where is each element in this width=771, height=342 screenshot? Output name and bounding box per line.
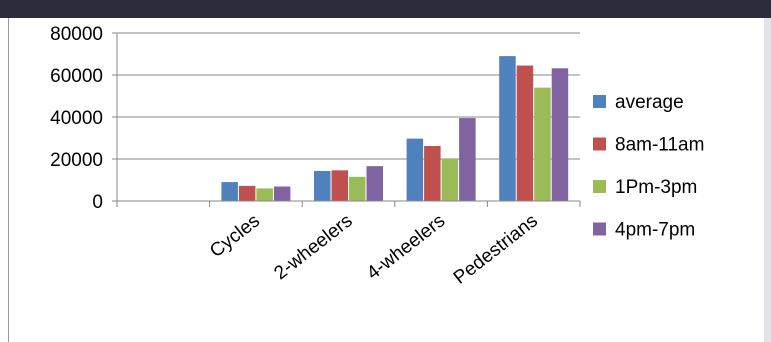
legend-label: average <box>615 92 684 113</box>
legend-label: 4pm-7pm <box>615 220 695 241</box>
bar <box>516 65 534 201</box>
bar <box>534 87 551 201</box>
bar <box>314 170 331 201</box>
y-tick-label: 60000 <box>50 66 103 87</box>
bar <box>256 188 273 201</box>
bar <box>424 145 441 201</box>
x-tick-label: 4-wheelers <box>363 210 449 284</box>
bars <box>221 56 569 201</box>
top-band <box>0 0 771 18</box>
y-tick-label: 20000 <box>50 150 103 171</box>
x-tick-labels: Cycles 2-wheelers 4-wheelers Pedestrians <box>206 210 542 288</box>
legend-label: 1Pm-3pm <box>615 177 697 198</box>
right-border <box>764 18 771 342</box>
x-tick-label: 2-wheelers <box>270 210 356 284</box>
legend: average 8am-11am 1Pm-3pm 4pm-7pm <box>593 92 704 241</box>
legend-swatch <box>593 137 606 151</box>
legend-swatch <box>593 180 606 193</box>
x-tick-label: Cycles <box>206 210 264 262</box>
y-tick-label: 40000 <box>50 108 103 129</box>
bar <box>238 185 256 201</box>
bar <box>221 182 238 201</box>
axes <box>112 32 581 207</box>
bar <box>459 118 476 201</box>
bar <box>441 159 459 201</box>
y-tick-label: 80000 <box>50 24 103 45</box>
legend-swatch <box>593 222 606 236</box>
bar <box>551 68 569 201</box>
bar <box>349 176 366 201</box>
legend-label: 8am-11am <box>615 135 704 156</box>
legend-swatch <box>593 95 606 108</box>
bar <box>499 56 516 201</box>
bar <box>406 138 424 201</box>
y-tick-labels: 0 20000 40000 60000 80000 <box>50 24 103 213</box>
left-border <box>8 18 9 342</box>
x-tick-label: Pedestrians <box>450 210 542 288</box>
bar <box>273 186 291 201</box>
y-tick-label: 0 <box>92 192 103 213</box>
bar <box>366 166 383 201</box>
bar <box>331 170 348 201</box>
